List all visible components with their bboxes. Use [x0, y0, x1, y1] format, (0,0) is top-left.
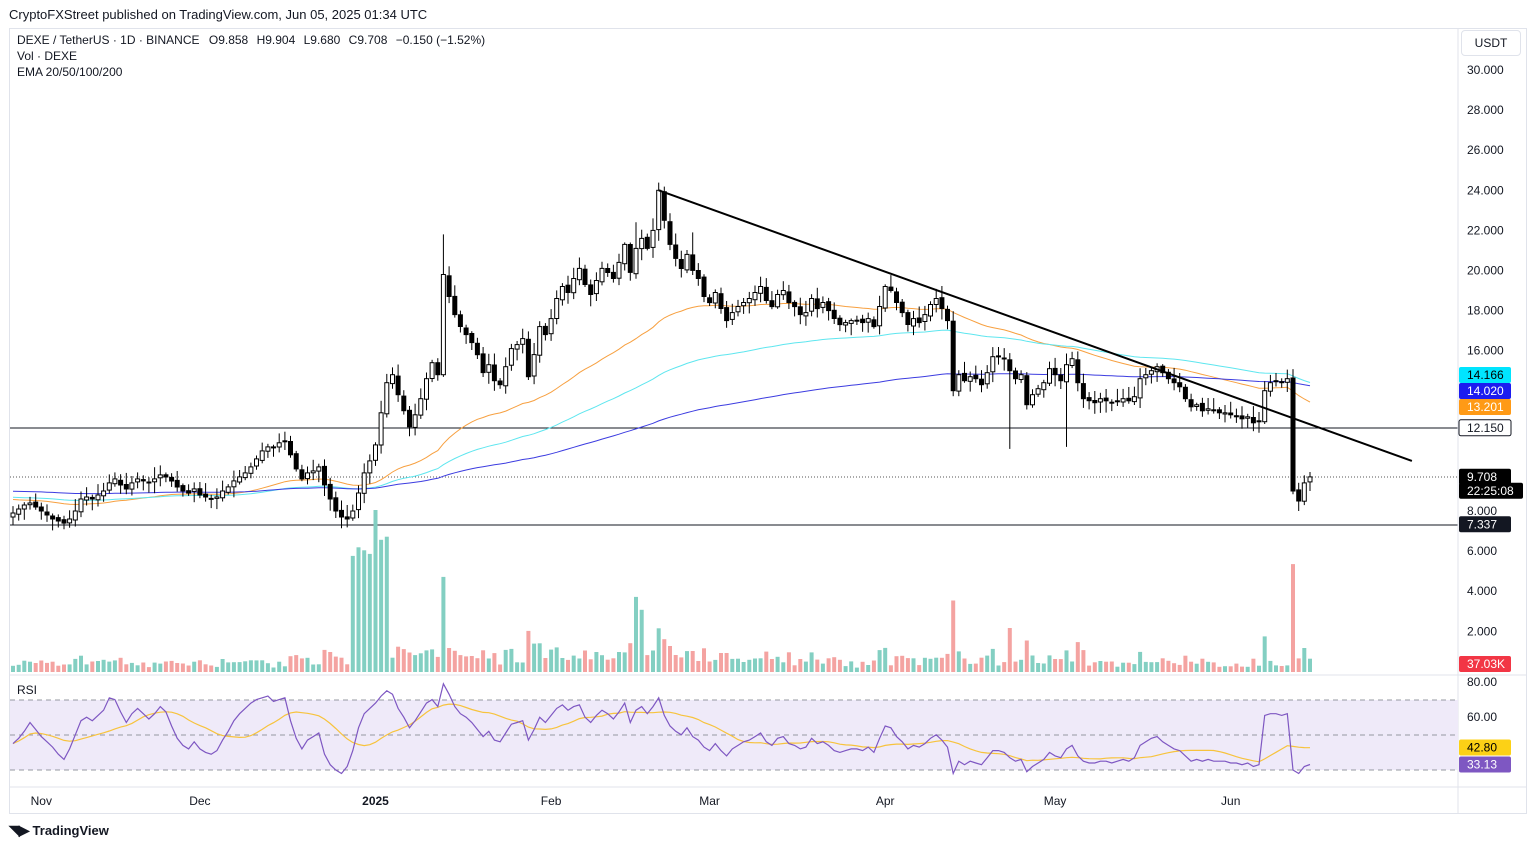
ohlc-open: O9.858: [208, 33, 249, 47]
tradingview-mark-icon: ◥▶: [9, 822, 30, 838]
volume-legend[interactable]: Vol · DEXE: [17, 49, 78, 63]
ohlc-high: H9.904: [256, 33, 296, 47]
brand-name: TradingView: [32, 823, 109, 838]
rsi-legend[interactable]: RSI: [17, 683, 38, 697]
chart-frame: [9, 28, 1527, 814]
tradingview-logo[interactable]: ◥▶ TradingView: [9, 822, 109, 839]
currency-button[interactable]: USDT: [1461, 30, 1521, 56]
symbol-name[interactable]: DEXE / TetherUS · 1D · BINANCE: [17, 33, 200, 47]
symbol-legend[interactable]: DEXE / TetherUS · 1D · BINANCE O9.858 H9…: [17, 32, 485, 48]
publisher-line: CryptoFXStreet published on TradingView.…: [9, 7, 428, 22]
ohlc-close: C9.708: [348, 33, 388, 47]
ema-legend[interactable]: EMA 20/50/100/200: [17, 65, 123, 79]
ohlc-change: −0.150 (−1.52%): [395, 33, 486, 47]
ohlc-low: L9.680: [303, 33, 341, 47]
